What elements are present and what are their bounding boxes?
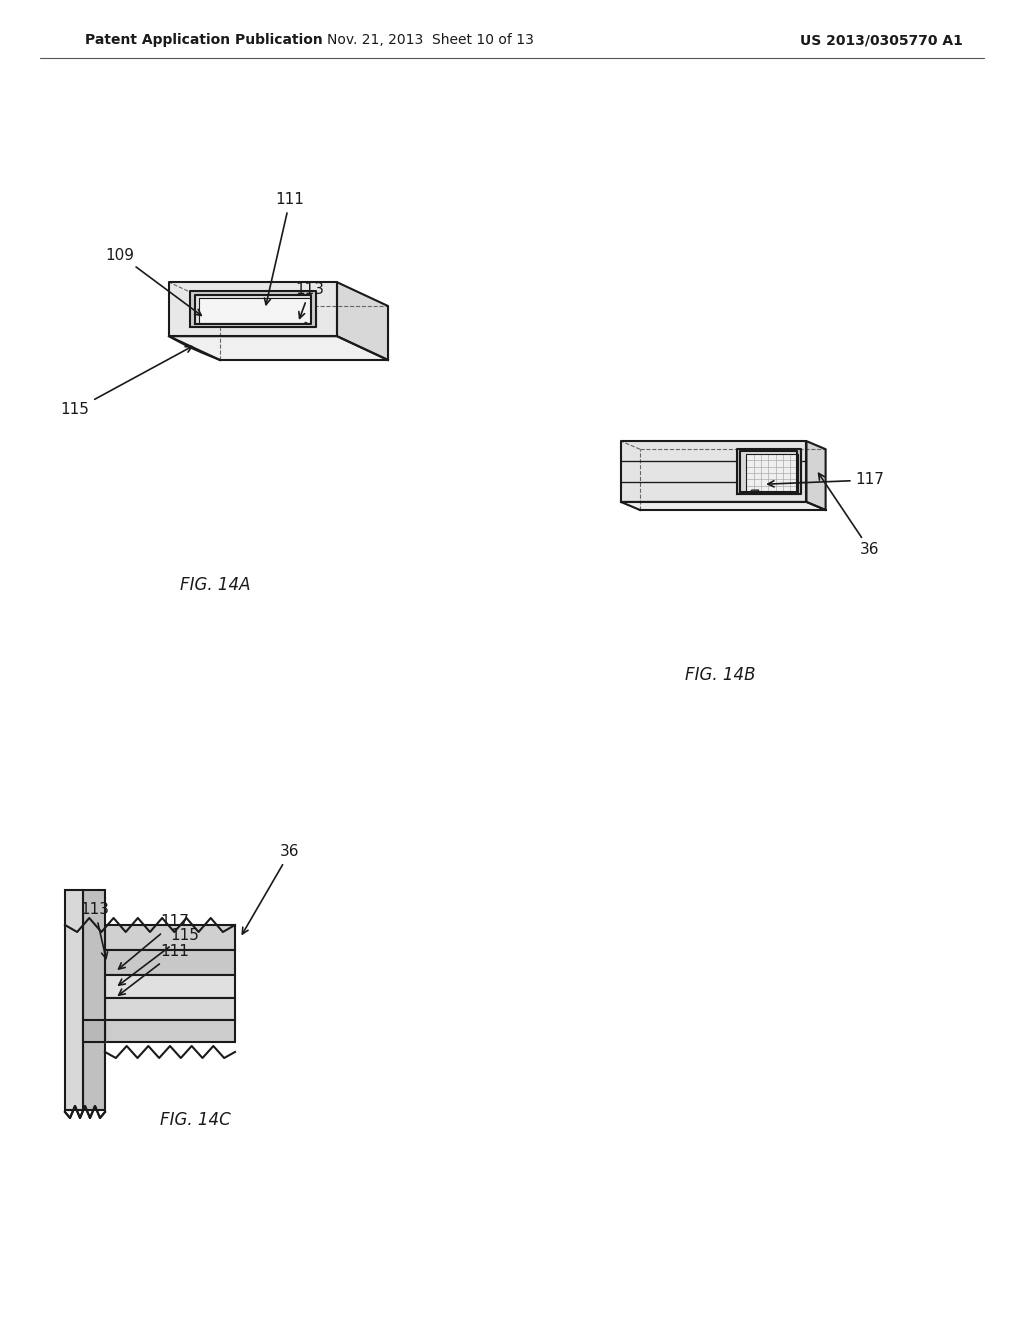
Bar	[105, 998, 234, 1020]
Text: FIG. 14B: FIG. 14B	[685, 667, 756, 684]
Polygon shape	[807, 441, 825, 510]
Bar	[105, 950, 234, 975]
Text: 36: 36	[243, 845, 300, 935]
Polygon shape	[195, 294, 311, 323]
Text: FIG. 14A: FIG. 14A	[180, 576, 250, 594]
Polygon shape	[740, 451, 797, 492]
Text: Patent Application Publication: Patent Application Publication	[85, 33, 323, 48]
Polygon shape	[751, 490, 759, 492]
Text: FIG. 14C: FIG. 14C	[160, 1111, 230, 1129]
Text: 117: 117	[768, 473, 885, 487]
Text: 109: 109	[105, 248, 202, 315]
Text: 111: 111	[264, 193, 304, 305]
Polygon shape	[200, 297, 311, 323]
Text: 115: 115	[119, 928, 200, 985]
Text: 36: 36	[818, 474, 880, 557]
Text: Nov. 21, 2013  Sheet 10 of 13: Nov. 21, 2013 Sheet 10 of 13	[327, 33, 534, 48]
Polygon shape	[337, 282, 388, 360]
Text: 117: 117	[119, 915, 189, 969]
Polygon shape	[621, 502, 825, 510]
Polygon shape	[83, 1020, 105, 1041]
Polygon shape	[190, 292, 316, 327]
Polygon shape	[169, 337, 388, 360]
Bar	[65, 890, 83, 1110]
Bar	[105, 925, 234, 950]
Bar	[105, 1020, 234, 1041]
Text: 113: 113	[81, 903, 110, 958]
Polygon shape	[303, 322, 308, 323]
Text: US 2013/0305770 A1: US 2013/0305770 A1	[800, 33, 963, 48]
Bar	[105, 975, 234, 998]
Bar	[83, 890, 105, 1110]
Text: 111: 111	[119, 945, 189, 995]
Polygon shape	[737, 449, 801, 494]
Polygon shape	[169, 282, 337, 337]
Text: 115: 115	[60, 347, 191, 417]
Polygon shape	[745, 454, 798, 492]
Polygon shape	[621, 441, 807, 502]
Text: 113: 113	[296, 282, 325, 318]
